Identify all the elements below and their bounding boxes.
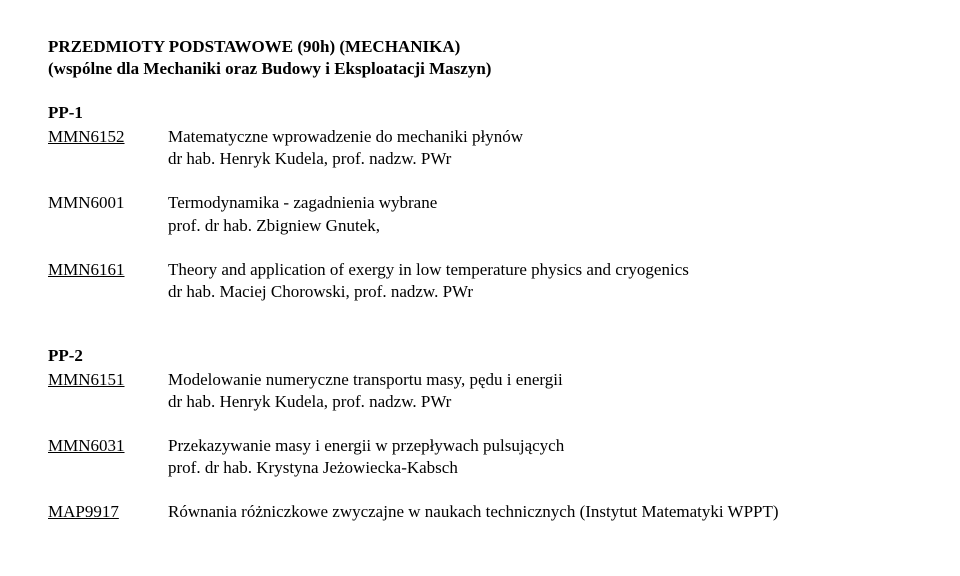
- course-code: MMN6161: [48, 259, 168, 281]
- course-desc: Termodynamika - zagadnienia wybrane prof…: [168, 192, 912, 236]
- course-code: MMN6031: [48, 435, 168, 457]
- course-author-line: prof. dr hab. Krystyna Jeżowiecka-Kabsch: [168, 457, 912, 479]
- course-title-line: Modelowanie numeryczne transportu masy, …: [168, 369, 912, 391]
- course-row: MMN6001 Termodynamika - zagadnienia wybr…: [48, 192, 912, 236]
- course-row: MMN6152 Matematyczne wprowadzenie do mec…: [48, 126, 912, 170]
- course-code: MMN6001: [48, 192, 168, 214]
- course-row: MMN6151 Modelowanie numeryczne transport…: [48, 369, 912, 413]
- course-author-line: prof. dr hab. Zbigniew Gnutek,: [168, 215, 912, 237]
- course-author-line: dr hab. Maciej Chorowski, prof. nadzw. P…: [168, 281, 912, 303]
- course-desc: Przekazywanie masy i energii w przepływa…: [168, 435, 912, 479]
- course-desc: Theory and application of exergy in low …: [168, 259, 912, 303]
- course-title-line: Theory and application of exergy in low …: [168, 259, 912, 281]
- course-title-line: Równania różniczkowe zwyczajne w naukach…: [168, 501, 912, 523]
- course-code: MAP9917: [48, 501, 168, 523]
- document-title: PRZEDMIOTY PODSTAWOWE (90h) (MECHANIKA): [48, 36, 912, 58]
- course-desc: Modelowanie numeryczne transportu masy, …: [168, 369, 912, 413]
- course-row: MMN6161 Theory and application of exergy…: [48, 259, 912, 303]
- course-row: MAP9917 Równania różniczkowe zwyczajne w…: [48, 501, 912, 523]
- document-subtitle: (wspólne dla Mechaniki oraz Budowy i Eks…: [48, 58, 912, 80]
- course-desc: Równania różniczkowe zwyczajne w naukach…: [168, 501, 912, 523]
- course-row: MMN6031 Przekazywanie masy i energii w p…: [48, 435, 912, 479]
- course-code: MMN6152: [48, 126, 168, 148]
- course-author-line: dr hab. Henryk Kudela, prof. nadzw. PWr: [168, 148, 912, 170]
- course-desc: Matematyczne wprowadzenie do mechaniki p…: [168, 126, 912, 170]
- course-title-line: Przekazywanie masy i energii w przepływa…: [168, 435, 912, 457]
- course-code: MMN6151: [48, 369, 168, 391]
- course-author-line: dr hab. Henryk Kudela, prof. nadzw. PWr: [168, 391, 912, 413]
- section-pp1-label: PP-1: [48, 102, 912, 124]
- section-pp2-label: PP-2: [48, 345, 912, 367]
- course-title-line: Matematyczne wprowadzenie do mechaniki p…: [168, 126, 912, 148]
- course-title-line: Termodynamika - zagadnienia wybrane: [168, 192, 912, 214]
